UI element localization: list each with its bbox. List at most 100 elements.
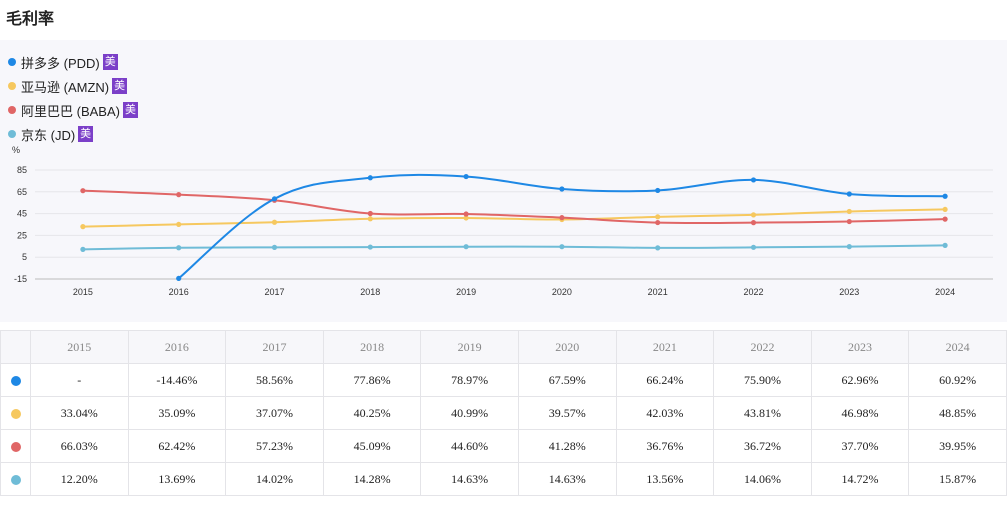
x-tick-label: 2021 [648, 287, 668, 297]
data-point [846, 191, 852, 197]
data-point [463, 211, 469, 217]
data-point [367, 175, 373, 181]
data-point [367, 216, 373, 222]
series-line [178, 173, 946, 280]
data-point [559, 186, 565, 192]
data-point [271, 219, 278, 225]
table-cell: 44.60% [420, 429, 519, 463]
y-tick-label: 25 [17, 230, 27, 240]
y-tick-label: 85 [17, 165, 27, 175]
data-point [942, 242, 948, 248]
table-header-cell: 2024 [908, 330, 1007, 364]
table-header-cell: 2018 [322, 330, 422, 364]
legend-label: 拼多多 (PDD) [21, 55, 100, 71]
table-cell: 12.20% [30, 462, 129, 496]
data-point [176, 192, 182, 198]
data-point [80, 188, 86, 194]
table-cell: 77.86% [322, 363, 422, 397]
table-cell: 37.70% [810, 429, 910, 463]
row-dot-icon [10, 474, 21, 485]
y-tick-label: 65 [17, 187, 27, 197]
legend-item-jd[interactable]: 京东 (JD) 美 [8, 122, 138, 146]
table-cell: 13.69% [127, 462, 227, 496]
data-point [463, 244, 469, 250]
table-cell: 45.09% [322, 429, 422, 463]
data-point [559, 215, 565, 221]
series-line [82, 189, 946, 225]
data-point [846, 244, 852, 250]
table-cell: 37.07% [225, 396, 324, 430]
table-cell: 75.90% [713, 363, 812, 397]
chart-grid [35, 169, 993, 280]
table-header-cell: 2017 [225, 330, 324, 364]
table-header-cell: 2023 [810, 330, 910, 364]
row-color-key [0, 429, 31, 463]
data-point [655, 214, 661, 220]
table-cell: 48.85% [908, 396, 1007, 430]
x-tick-label: 2024 [935, 287, 955, 297]
data-point [655, 187, 661, 194]
data-point [176, 275, 182, 282]
row-color-key [0, 462, 31, 496]
row-color-key [0, 396, 31, 430]
table-cell: 78.97% [420, 363, 519, 397]
legend-item-pdd[interactable]: 拼多多 (PDD) 美 [8, 50, 138, 74]
table-row-jd: 12.20% 13.69% 14.02% 14.28% 14.63% 14.63… [0, 462, 1007, 496]
data-point [750, 220, 757, 226]
data-point [463, 215, 469, 221]
x-tick-label: 2016 [169, 287, 189, 297]
table-cell: 46.98% [810, 396, 910, 430]
series-line [82, 208, 946, 228]
y-tick-label: 45 [17, 209, 27, 219]
legend-item-amzn[interactable]: 亚马逊 (AMZN) 美 [8, 74, 138, 98]
data-point [655, 245, 661, 251]
y-tick-label: 5 [22, 252, 27, 262]
x-tick-label: 2019 [456, 287, 476, 297]
x-tick-label: 2017 [264, 287, 284, 297]
table-cell: 35.09% [127, 396, 227, 430]
table-cell: 40.99% [420, 396, 519, 430]
y-axis-unit-label: % [12, 145, 20, 155]
table-cell: 36.72% [713, 429, 812, 463]
data-point [176, 245, 182, 251]
row-dot-icon [10, 441, 21, 452]
table-cell: 15.87% [908, 462, 1007, 496]
data-point [271, 196, 278, 202]
legend-dot-icon [8, 106, 16, 114]
table-cell: 58.56% [225, 363, 324, 397]
data-point [271, 244, 278, 250]
us-market-badge: 美 [112, 78, 128, 94]
row-dot-icon [10, 375, 21, 386]
table-cell: 36.76% [615, 429, 715, 463]
x-axis: 2015 2016 2017 2018 2019 2020 2021 2022 2023 2024 [73, 287, 955, 297]
row-dot-icon [10, 408, 21, 419]
table-cell: 14.63% [420, 462, 519, 496]
table-header-cell: 2016 [127, 330, 227, 364]
table-cell: 66.24% [615, 363, 715, 397]
table-cell: 41.28% [517, 429, 617, 463]
table-cell: 14.63% [517, 462, 617, 496]
data-point [367, 244, 373, 250]
table-header-cell: 2019 [420, 330, 519, 364]
data-point [655, 219, 661, 226]
data-point [176, 221, 182, 228]
table-cell: 14.28% [322, 462, 422, 496]
table-cell: 62.96% [810, 363, 910, 397]
data-point [846, 218, 852, 225]
table-row-amzn: 33.04% 35.09% 37.07% 40.25% 40.99% 39.57… [0, 396, 1007, 430]
table-cell: 33.04% [30, 396, 129, 430]
table-cell: 40.25% [322, 396, 422, 430]
table-row-pdd: - -14.46% 58.56% 77.86% 78.97% 67.59% 66… [0, 363, 1007, 397]
legend-dot-icon [8, 82, 16, 90]
table-row-baba: 66.03% 62.42% 57.23% 45.09% 44.60% 41.28… [0, 429, 1007, 463]
table-cell: 42.03% [615, 396, 715, 430]
table-header-cell: 2021 [615, 330, 715, 364]
legend-item-baba[interactable]: 阿里巴巴 (BABA) 美 [8, 98, 138, 122]
x-tick-label: 2015 [73, 287, 93, 297]
data-point [846, 208, 852, 215]
table-cell: 60.92% [908, 363, 1007, 397]
table-cell: - [30, 363, 129, 397]
table-cell: 39.57% [517, 396, 617, 430]
table-header-cell: 2022 [713, 330, 812, 364]
data-point [750, 177, 757, 183]
